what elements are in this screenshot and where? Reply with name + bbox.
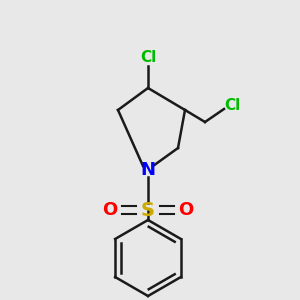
Text: S: S: [141, 200, 155, 220]
Text: O: O: [178, 201, 194, 219]
Text: N: N: [140, 161, 155, 179]
Text: O: O: [102, 201, 118, 219]
Text: Cl: Cl: [140, 50, 156, 65]
Text: Cl: Cl: [224, 98, 240, 112]
